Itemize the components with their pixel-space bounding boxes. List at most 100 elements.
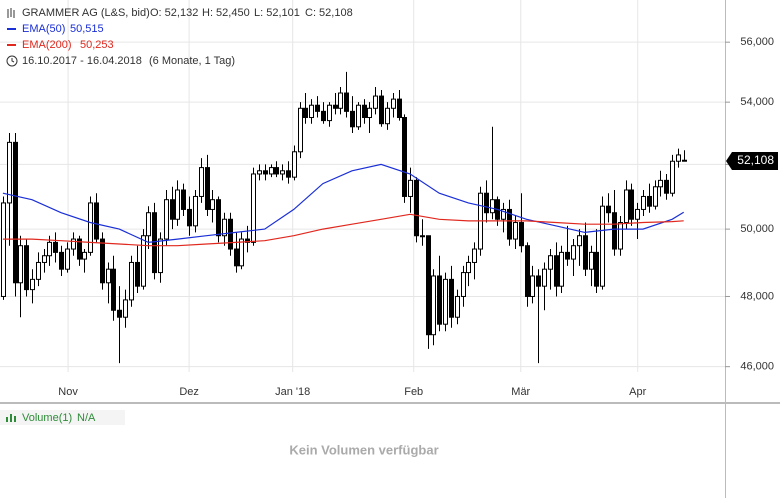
ema-line: [2, 213, 684, 247]
period: (6 Monate, 1 Tag): [149, 55, 235, 67]
candle-body: [210, 199, 215, 210]
candle-body: [443, 278, 448, 325]
candle-body: [670, 160, 675, 194]
candle-body: [356, 104, 361, 128]
candle-body: [228, 218, 233, 250]
volume-value: N/A: [77, 412, 96, 424]
candle-body: [676, 154, 681, 162]
candle-body: [327, 104, 332, 122]
candle-body: [146, 212, 151, 237]
candle-body: [333, 104, 338, 109]
candle-body: [466, 261, 471, 274]
candle-body: [42, 255, 47, 263]
candle-body: [280, 170, 285, 175]
candle-body: [257, 170, 262, 175]
candle-body: [30, 278, 35, 291]
candle-body: [461, 272, 466, 297]
legend-name: EMA(50): [22, 23, 65, 35]
low: L: 52,101: [254, 7, 300, 19]
x-tick-label: Nov: [58, 386, 78, 398]
candle-body: [53, 241, 58, 253]
candle-body: [402, 117, 407, 197]
candle-body: [519, 222, 524, 247]
candle-body: [141, 235, 146, 287]
candle-body: [24, 245, 29, 291]
candle-body: [414, 179, 419, 237]
candle-body: [490, 199, 495, 214]
candle-body: [65, 248, 70, 270]
x-tick-label: Dez: [179, 386, 199, 398]
candle-body: [222, 218, 227, 237]
y-tick-label: 56,000: [740, 36, 774, 48]
candle-body: [536, 275, 541, 287]
candle-body: [94, 202, 99, 240]
candle-body: [559, 251, 564, 287]
high: H: 52,450: [202, 7, 250, 19]
candle-body: [408, 179, 413, 197]
candle-body: [100, 238, 105, 284]
candle-body: [129, 261, 134, 301]
candle-body: [170, 199, 175, 220]
candle-body: [472, 248, 477, 263]
candle-body: [303, 107, 308, 119]
candle-body: [589, 251, 594, 270]
candle-body: [47, 241, 52, 257]
candle-body: [13, 141, 18, 284]
candle-body: [193, 195, 198, 227]
candle-body: [216, 199, 221, 237]
x-tick-label: Mär: [511, 386, 530, 398]
candle-body: [7, 141, 12, 204]
candle-body: [449, 278, 454, 318]
y-tick-label: 46,000: [740, 361, 774, 373]
clock-icon: [6, 55, 18, 67]
candle-body: [59, 251, 64, 270]
x-tick-label: Apr: [629, 386, 646, 398]
candle-body: [274, 167, 279, 175]
candle-body: [653, 186, 658, 207]
ema-line: [2, 163, 685, 244]
candle-body: [321, 110, 326, 122]
close: C: 52,108: [305, 7, 353, 19]
candle-body: [635, 208, 640, 220]
candle-body: [513, 222, 518, 240]
price-pane: [0, 0, 725, 372]
candle-body: [123, 299, 128, 318]
candle-body: [385, 107, 390, 125]
last-price-tag: [726, 151, 778, 170]
candle-body: [111, 268, 116, 311]
volume-name: Volume(1): [22, 412, 72, 424]
candle-body: [286, 170, 291, 178]
candle-body: [583, 235, 588, 270]
candle-body: [117, 309, 122, 318]
candle-body: [199, 167, 204, 197]
candle-body: [36, 261, 41, 280]
candle-body: [624, 189, 629, 224]
candle-body: [18, 245, 23, 284]
candle-body: [251, 173, 256, 243]
x-tick-label: Feb: [404, 386, 423, 398]
candle-body: [181, 189, 186, 210]
candle-body: [379, 95, 384, 125]
candle-body: [344, 92, 349, 112]
open: O: 52,132: [150, 7, 198, 19]
candle-body: [554, 255, 559, 287]
instrument: GRAMMER AG (L&S, bid): [22, 7, 150, 19]
candle-body: [571, 245, 576, 260]
candle-body: [234, 248, 239, 267]
candle-body: [397, 98, 402, 119]
candle-body: [629, 189, 634, 220]
candle-body: [315, 104, 320, 112]
candle-body: [391, 98, 396, 109]
candle-body: [641, 195, 646, 210]
date-range: 16.10.2017 - 16.04.2018: [22, 55, 142, 67]
candle-body: [135, 261, 140, 287]
legend-value: 50,515: [70, 23, 104, 35]
candle-body: [338, 92, 343, 109]
candle-body: [455, 295, 460, 318]
candle-body: [1, 202, 6, 297]
candle-body: [82, 251, 87, 260]
candle-body: [507, 208, 512, 240]
last-price-label: 52,108: [737, 153, 774, 167]
candle-body: [71, 238, 76, 250]
